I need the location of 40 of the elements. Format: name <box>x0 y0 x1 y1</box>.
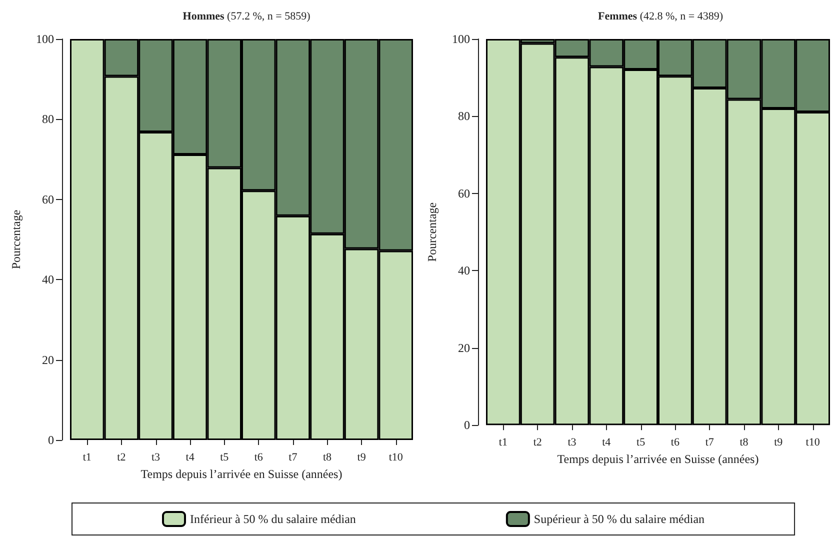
y-tick-label: 40 <box>42 272 54 287</box>
y-axis-title: Pourcentage <box>9 210 23 270</box>
x-tick-label: t9 <box>774 436 784 449</box>
y-tick-label: 40 <box>458 264 470 278</box>
y-tick-label: 80 <box>42 112 54 126</box>
x-tick-label: t4 <box>602 436 612 449</box>
x-tick-label: t7 <box>288 452 298 464</box>
x-tick-label: t3 <box>568 436 577 449</box>
x-tick-label: t3 <box>151 452 161 464</box>
y-tick-label: 100 <box>452 32 470 46</box>
x-axis-title: Temps depuis l’arrivée en Suisse (années) <box>140 466 342 481</box>
x-tick-label: t4 <box>186 452 195 464</box>
x-tick-label: t7 <box>705 436 714 449</box>
chart-title: Femmes (42.8 %, n = 4389) <box>598 10 724 22</box>
x-tick-label: t10 <box>388 452 404 464</box>
y-tick-label: 20 <box>42 352 54 367</box>
x-tick-label: t8 <box>740 436 749 449</box>
x-tick-label: t2 <box>117 452 126 464</box>
y-tick-label: 60 <box>458 186 470 200</box>
x-tick-label: t1 <box>82 452 92 464</box>
legend-label: Inférieur à 50 % du salaire médian <box>190 512 356 526</box>
y-tick-label: 80 <box>458 109 470 124</box>
x-tick-label: t6 <box>670 436 680 449</box>
x-tick-label: t5 <box>636 436 646 449</box>
y-tick-label: 0 <box>48 433 54 447</box>
x-axis-title: Temps depuis l’arrivée en Suisse (années) <box>557 452 759 466</box>
y-tick-label: 20 <box>458 340 470 355</box>
y-tick-label: 100 <box>36 32 54 46</box>
y-tick-label: 60 <box>42 192 54 206</box>
x-tick-label: t6 <box>254 452 264 464</box>
y-axis-title: Pourcentage <box>425 202 439 262</box>
x-tick-label: t9 <box>357 452 366 464</box>
x-tick-label: t5 <box>220 452 230 464</box>
x-tick-label: t2 <box>533 436 542 449</box>
x-tick-label: t8 <box>322 452 332 464</box>
chart-title: Hommes (57.2 %, n = 5859) <box>182 10 311 22</box>
x-tick-label: t1 <box>498 436 508 449</box>
legend-label: Supérieur à 50 % du salaire médian <box>534 512 705 526</box>
x-tick-label: t10 <box>806 436 820 449</box>
y-tick-label: 0 <box>464 418 470 432</box>
